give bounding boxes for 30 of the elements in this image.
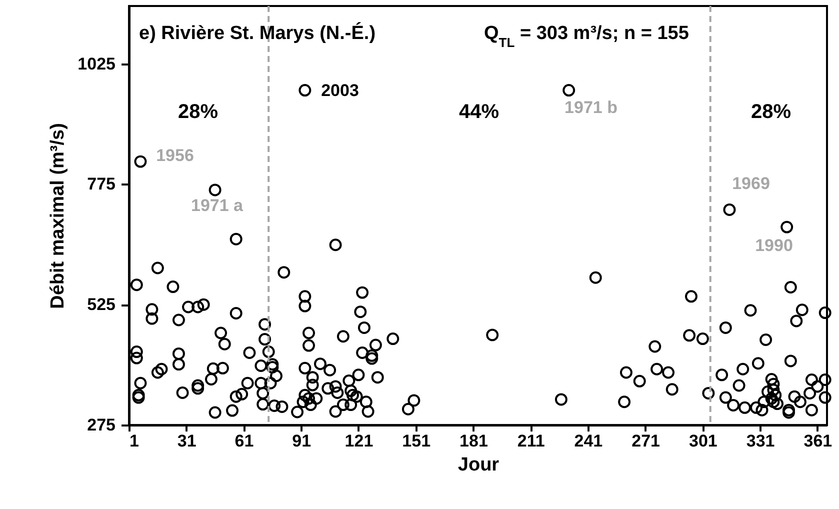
x-tick-label: 151 — [402, 432, 431, 450]
annotation: 28% — [750, 101, 792, 123]
y-tick-label: 275 — [87, 416, 116, 434]
x-tick-label: 91 — [292, 432, 312, 450]
annotation: 44% — [458, 101, 500, 123]
y-tick-label: 1025 — [78, 54, 116, 74]
annotation: 28% — [178, 101, 218, 123]
x-tick-label: 61 — [234, 432, 254, 450]
annotation: 1969 — [732, 174, 770, 193]
y-tick-label: 775 — [87, 174, 116, 194]
text: e) Rivière St. Marys (N.-É.) — [139, 22, 376, 44]
annotation: 1956 — [156, 146, 194, 165]
text: Q$_{TL}$ = 303 m³/s; n = 155 — [484, 23, 690, 50]
x-tick-label: 271 — [632, 432, 660, 450]
x-tick-label: 1 — [130, 432, 139, 450]
x-tick-label: 211 — [517, 432, 545, 450]
x-tick-label: 181 — [460, 432, 488, 450]
x-tick-label: 331 — [746, 432, 775, 450]
annotation: 1971 b — [564, 98, 618, 117]
x-tick-label: 241 — [574, 432, 603, 450]
x-tick-label: 121 — [344, 432, 374, 450]
x-tick-label: 31 — [177, 432, 196, 450]
x-tick-label: 361 — [804, 432, 832, 450]
annotation: 1990 — [755, 236, 793, 255]
y-axis-title: Débit maximal (m³/s) — [48, 123, 69, 309]
x-axis-title: Jour — [458, 454, 500, 476]
x-tick-label: 301 — [689, 432, 718, 450]
y-tick-label: 525 — [87, 295, 116, 314]
annotation: 1971 a — [191, 196, 244, 215]
annotation: 2003 — [321, 81, 359, 100]
